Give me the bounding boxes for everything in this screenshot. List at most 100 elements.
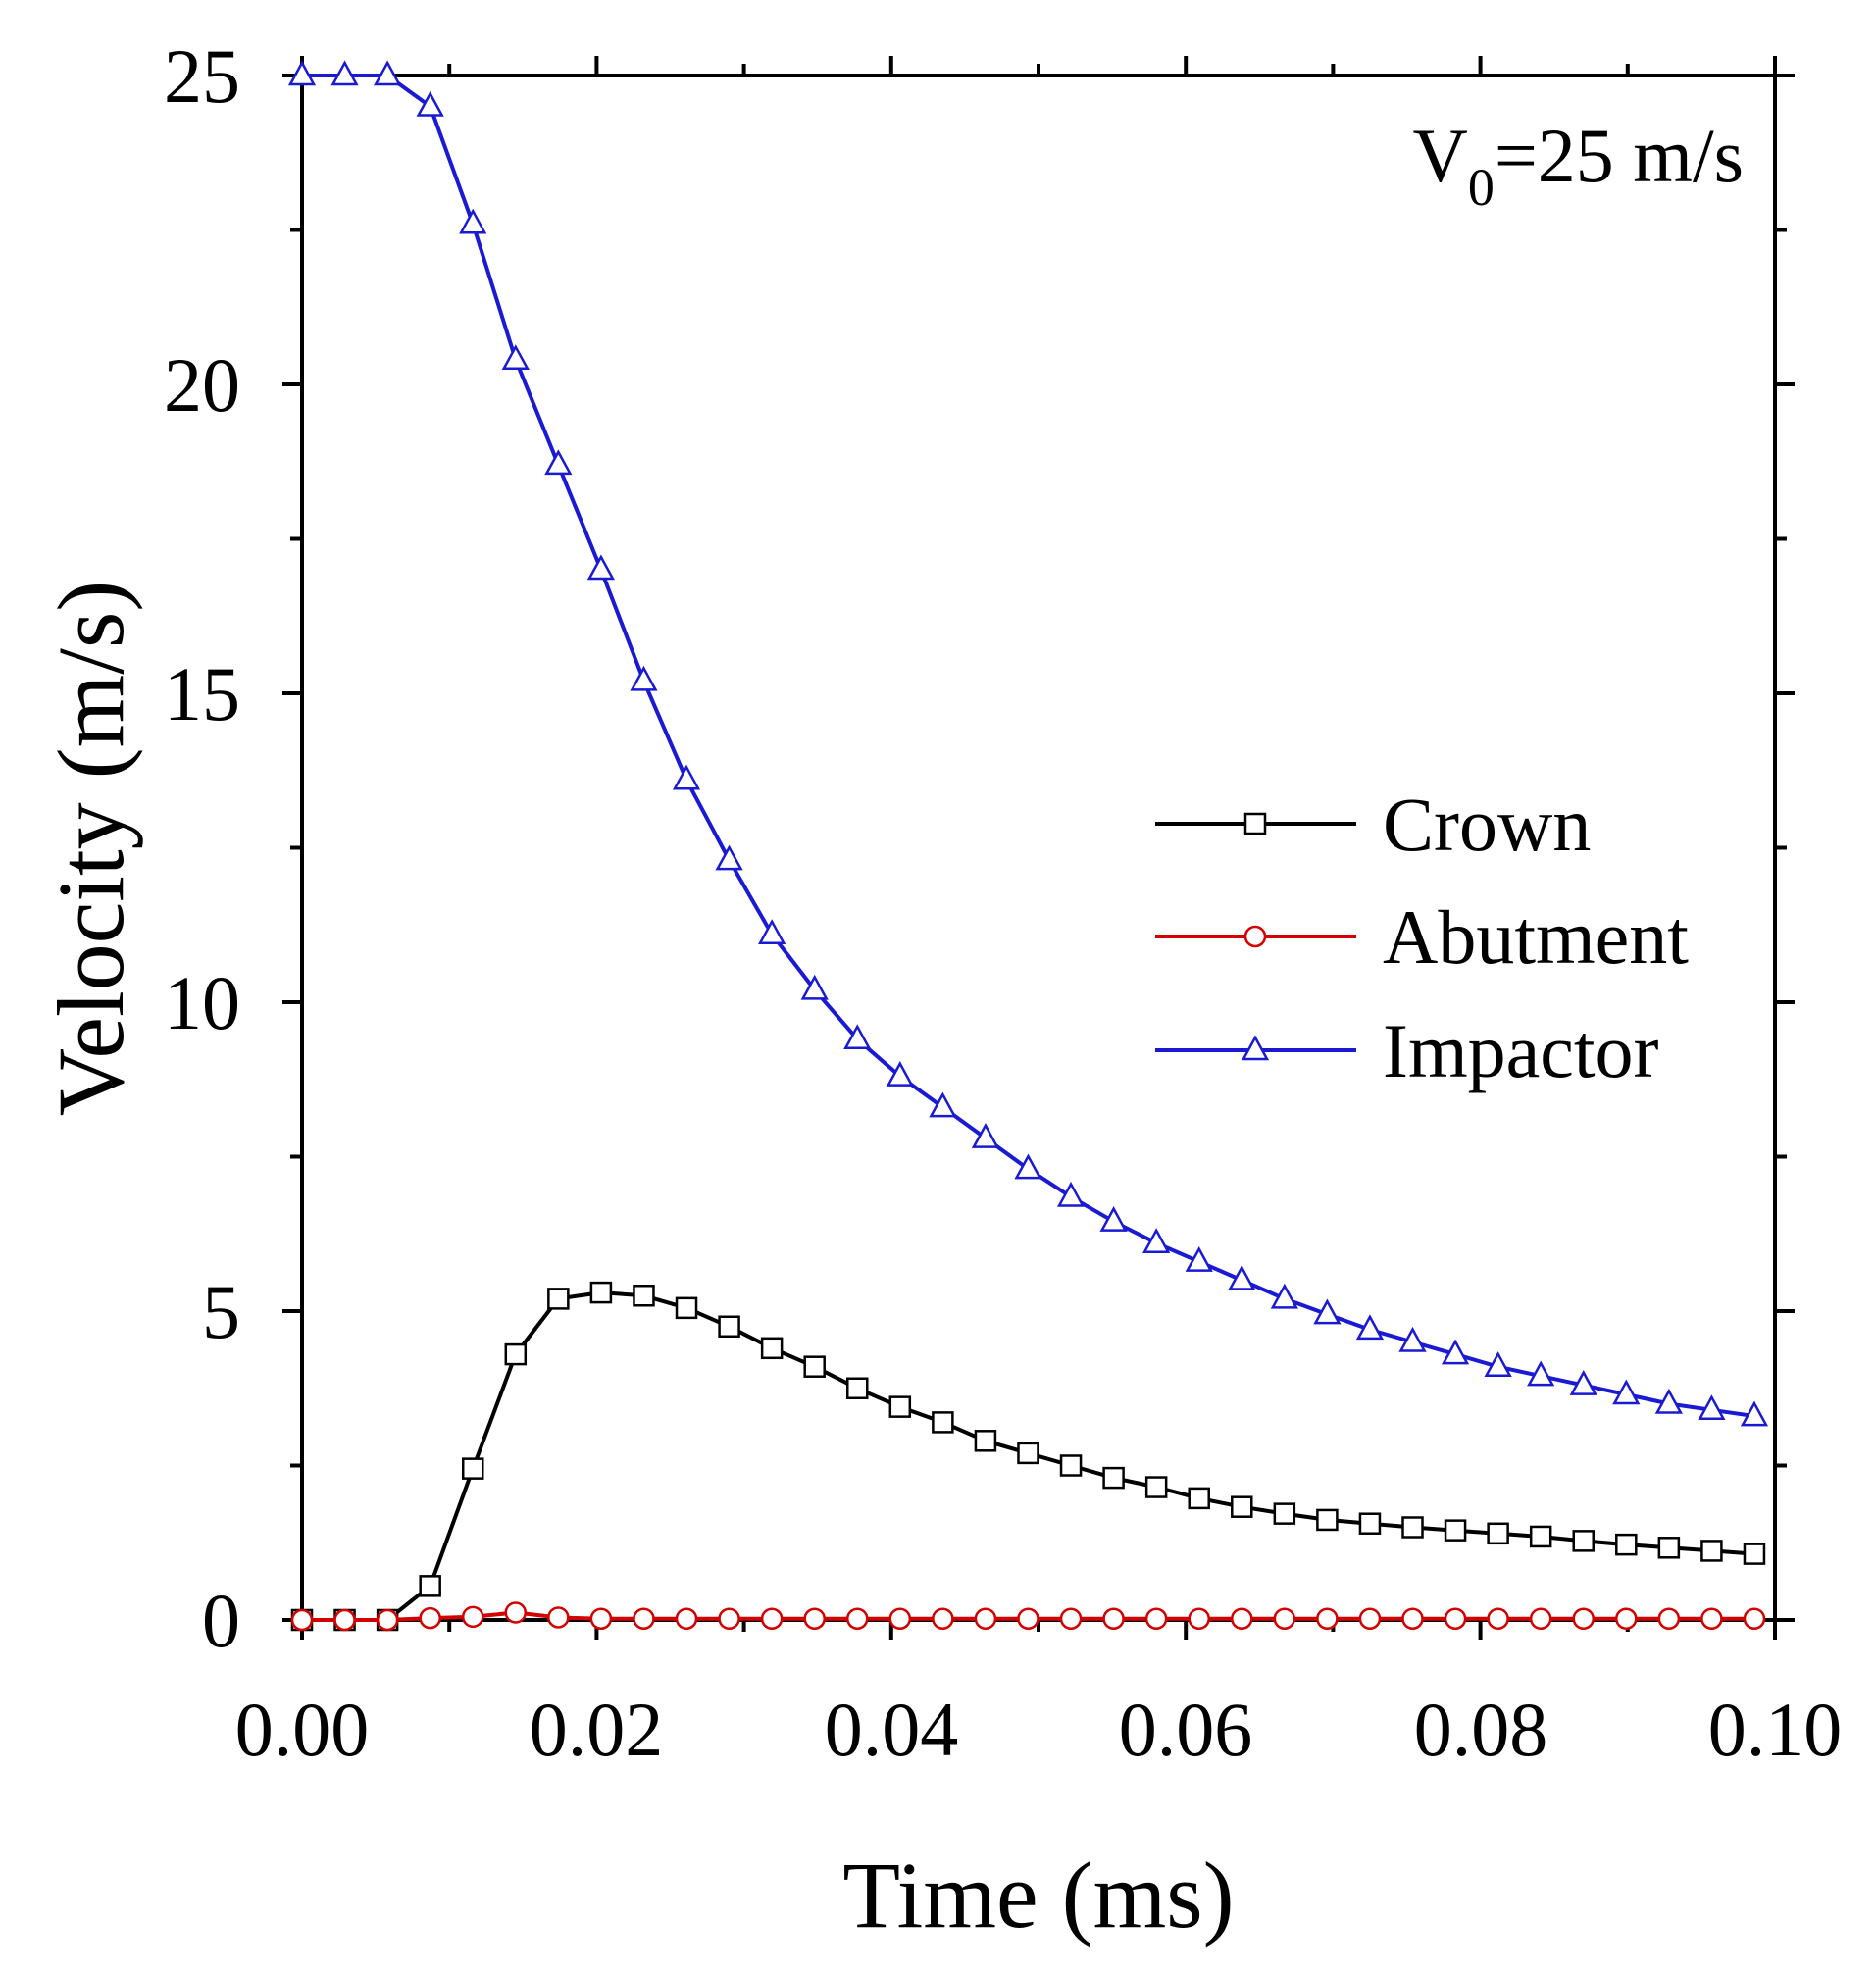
data-point-impactor xyxy=(1270,1283,1298,1309)
data-point-impactor xyxy=(1698,1394,1726,1421)
data-point-abutment xyxy=(803,1607,826,1630)
data-point-impactor xyxy=(1740,1400,1769,1427)
data-point-crown xyxy=(1017,1442,1039,1465)
data-point-impactor xyxy=(287,60,317,86)
series-line-impactor xyxy=(302,74,1755,1419)
legend-marker-crown xyxy=(1243,812,1267,835)
data-point-crown xyxy=(974,1430,997,1452)
data-point-impactor xyxy=(330,60,359,86)
data-point-crown xyxy=(547,1288,570,1310)
data-point-impactor xyxy=(1484,1351,1512,1377)
data-point-crown xyxy=(846,1377,869,1399)
data-point-crown xyxy=(675,1296,698,1320)
data-point-abutment xyxy=(1657,1607,1681,1630)
legend-label-crown: Crown xyxy=(1383,782,1591,867)
data-point-crown xyxy=(932,1411,954,1434)
data-point-abutment xyxy=(760,1607,784,1630)
legend-label-impactor: Impactor xyxy=(1383,1008,1659,1093)
data-point-impactor xyxy=(1142,1228,1171,1253)
data-point-impactor xyxy=(544,449,573,476)
data-point-crown xyxy=(461,1457,484,1480)
y-tick-label: 5 xyxy=(202,1269,240,1354)
data-point-impactor xyxy=(715,844,743,871)
y-tick-label: 15 xyxy=(164,651,240,736)
data-point-impactor xyxy=(800,974,829,1000)
data-point-crown xyxy=(1316,1508,1339,1532)
data-point-impactor xyxy=(1441,1339,1470,1365)
data-point-abutment xyxy=(589,1607,613,1630)
data-point-abutment xyxy=(633,1607,655,1630)
series-layer xyxy=(287,60,1769,1632)
data-point-crown xyxy=(504,1342,528,1366)
data-point-impactor xyxy=(1313,1298,1342,1325)
x-tick-label: 0.08 xyxy=(1414,1687,1548,1772)
y-tick-label: 20 xyxy=(164,342,240,428)
x-tick-label: 0.10 xyxy=(1708,1687,1843,1772)
data-point-impactor xyxy=(586,554,616,581)
data-point-abutment xyxy=(932,1607,954,1630)
data-point-abutment xyxy=(419,1606,441,1630)
legend-label-abutment: Abutment xyxy=(1383,894,1689,980)
y-tick-label: 0 xyxy=(202,1578,240,1663)
data-point-crown xyxy=(589,1281,613,1304)
data-point-impactor xyxy=(672,764,701,790)
x-tick-label: 0.02 xyxy=(530,1687,664,1772)
initial-velocity-annotation: V0=25 m/s xyxy=(1412,113,1744,217)
data-point-crown xyxy=(803,1355,826,1378)
data-point-abutment xyxy=(1017,1607,1039,1630)
data-point-impactor xyxy=(929,1091,957,1118)
annotation-value: =25 m/s xyxy=(1495,113,1744,198)
data-point-abutment xyxy=(1273,1607,1296,1630)
x-tick-label: 0.04 xyxy=(825,1687,959,1772)
x-tick-label: 0.06 xyxy=(1119,1687,1253,1772)
data-point-crown xyxy=(419,1575,441,1597)
data-point-crown xyxy=(1572,1530,1595,1552)
data-point-crown xyxy=(1487,1522,1509,1545)
x-tick-label: 0.00 xyxy=(235,1687,370,1772)
data-point-impactor xyxy=(1654,1388,1683,1414)
data-point-impactor xyxy=(843,1024,872,1050)
data-point-abutment xyxy=(974,1607,997,1630)
data-point-abutment xyxy=(846,1607,869,1630)
data-point-impactor xyxy=(1612,1379,1641,1405)
annotation-v: V xyxy=(1412,113,1467,198)
data-point-abutment xyxy=(547,1606,570,1629)
data-point-crown xyxy=(888,1395,912,1418)
data-point-crown xyxy=(1188,1487,1210,1510)
x-tick-labels: 0.00 0.02 0.04 0.06 0.08 0.10 xyxy=(235,1687,1843,1772)
data-point-abutment xyxy=(1144,1607,1168,1630)
data-point-crown xyxy=(1529,1525,1552,1548)
data-point-impactor xyxy=(416,90,444,117)
data-point-impactor xyxy=(630,665,658,691)
data-point-abutment xyxy=(376,1608,399,1632)
data-point-impactor xyxy=(1398,1326,1427,1352)
axis-ticks xyxy=(282,56,1795,1640)
data-point-abutment xyxy=(1487,1607,1509,1630)
data-point-abutment xyxy=(675,1607,698,1630)
data-point-impactor xyxy=(1056,1181,1086,1207)
data-point-impactor xyxy=(1527,1360,1555,1387)
y-tick-label: 25 xyxy=(164,33,240,119)
data-point-abutment xyxy=(718,1607,740,1630)
data-point-crown xyxy=(1615,1533,1638,1556)
data-point-crown xyxy=(1401,1516,1424,1539)
data-point-impactor xyxy=(971,1122,1000,1148)
data-point-crown xyxy=(1231,1495,1253,1518)
data-point-abutment xyxy=(461,1605,484,1629)
data-point-impactor xyxy=(758,919,786,944)
data-point-impactor xyxy=(1099,1206,1128,1232)
y-axis-title: Velocity (m/s) xyxy=(38,581,143,1117)
data-point-abutment xyxy=(1188,1607,1210,1630)
data-point-impactor xyxy=(459,208,487,234)
y-tick-labels: 0 5 10 15 20 25 xyxy=(164,33,240,1663)
data-point-abutment xyxy=(1700,1607,1723,1630)
data-point-abutment xyxy=(333,1608,356,1632)
data-point-impactor xyxy=(374,60,402,86)
data-point-abutment xyxy=(1358,1607,1382,1630)
data-point-abutment xyxy=(1529,1607,1552,1630)
data-point-abutment xyxy=(888,1607,912,1630)
data-point-impactor xyxy=(1228,1264,1256,1290)
data-point-abutment xyxy=(1615,1607,1638,1630)
data-point-crown xyxy=(1102,1466,1125,1490)
